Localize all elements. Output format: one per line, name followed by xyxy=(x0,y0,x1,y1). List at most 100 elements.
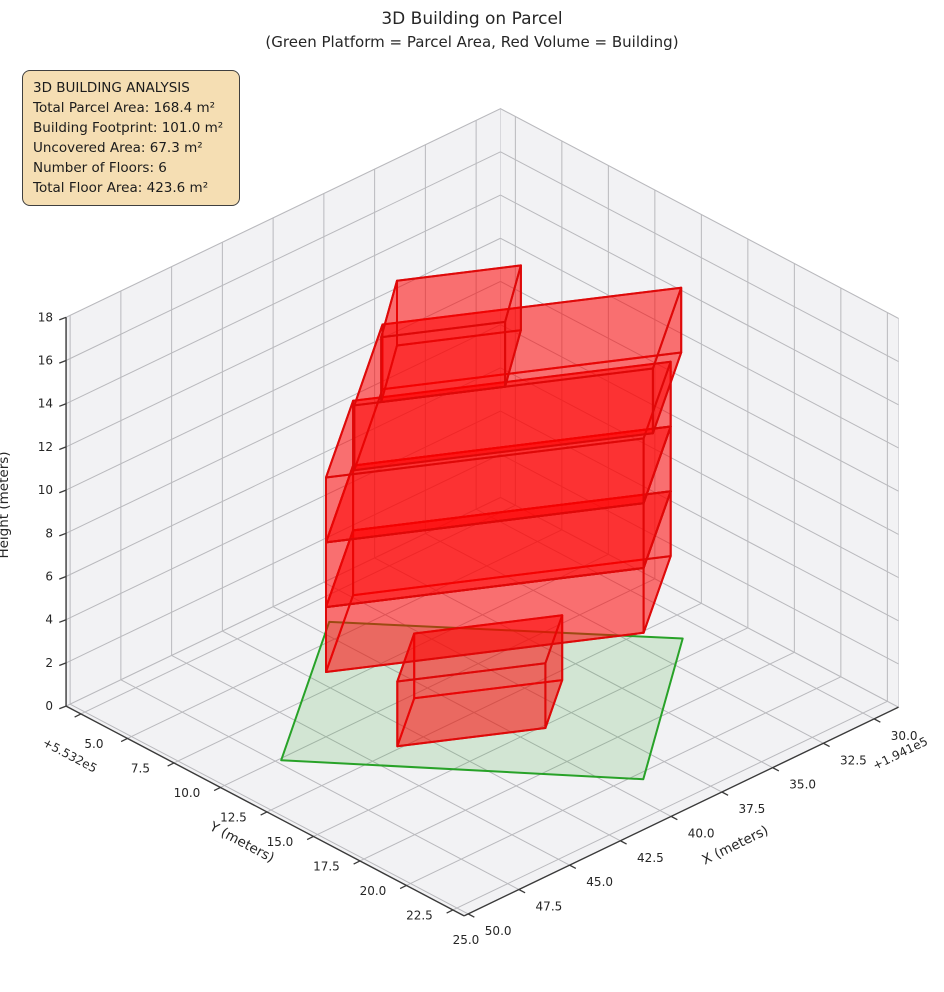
grid-line-z-left xyxy=(65,151,501,361)
x-axis-line xyxy=(463,706,899,917)
grid-line-y-floor xyxy=(266,602,702,813)
y-tick-label: 10.0 xyxy=(174,786,201,800)
y-tick-label: 22.5 xyxy=(406,908,433,922)
grid-line-y-floor xyxy=(173,553,609,764)
z-tick-mark xyxy=(59,705,67,710)
grid-line-x-floor xyxy=(425,533,824,744)
parcel-polygon xyxy=(280,620,684,781)
z-tick-mark xyxy=(59,446,67,451)
grid-line-y-floor xyxy=(359,651,795,862)
grid-line-x-floor xyxy=(272,606,672,817)
z-tick-mark xyxy=(59,359,67,364)
grid-line-z-left xyxy=(65,237,501,448)
z-tick-label: 16 xyxy=(38,354,53,368)
y-tick-mark xyxy=(446,909,454,914)
grid-line-y-floor xyxy=(406,676,842,886)
grid-line-y-floor xyxy=(452,700,888,911)
x-tick-mark xyxy=(721,791,729,796)
z-tick-label: 0 xyxy=(45,699,53,713)
grid-line-z-right xyxy=(500,237,899,449)
grid-line-y-floor xyxy=(220,578,656,788)
x-tick-label: 40.0 xyxy=(688,826,715,840)
y-tick-label: 5.0 xyxy=(84,737,103,751)
grid-line-x-floor xyxy=(171,654,570,866)
building-face-floor-4-side xyxy=(325,437,645,544)
y-tick-mark xyxy=(260,811,268,816)
x-tick-label: 50.0 xyxy=(485,924,512,938)
grid-line-x-floor xyxy=(323,581,723,793)
x-tick-mark xyxy=(620,840,627,845)
z-tick-label: 10 xyxy=(38,483,53,497)
y-tick-mark xyxy=(399,884,407,890)
x-tick-label: 47.5 xyxy=(536,900,563,914)
z-tick-mark xyxy=(59,575,67,580)
x-tick-label: 45.0 xyxy=(586,875,613,889)
z-tick-mark xyxy=(59,619,67,623)
x-tick-label: 37.5 xyxy=(739,802,766,816)
grid-line-y-floor xyxy=(127,529,563,739)
grid-line-z-left xyxy=(65,194,501,405)
x-tick-mark xyxy=(467,913,475,918)
x-tick-label: 30.0 xyxy=(891,729,918,743)
infobox-title: 3D BUILDING ANALYSIS xyxy=(33,80,190,96)
grid-line-z-right xyxy=(500,367,899,579)
plot-subtitle: (Green Platform = Parcel Area, Red Volum… xyxy=(265,33,679,51)
infobox-line-floor-area: Total Floor Area: 423.6 m² xyxy=(33,180,209,196)
z-tick-mark xyxy=(59,532,67,537)
grid-line-z-right xyxy=(500,108,899,319)
grid-line-z-left xyxy=(65,367,501,577)
z-tick-label: 6 xyxy=(45,570,53,584)
z-tick-mark xyxy=(59,489,67,494)
infobox-line-parcel-area: Total Parcel Area: 168.4 m² xyxy=(33,100,216,116)
y-tick-mark xyxy=(74,713,82,718)
z-tick-label: 12 xyxy=(38,440,53,454)
y-tick-mark xyxy=(306,835,314,841)
y-tick-label: 17.5 xyxy=(313,859,340,873)
x-tick-mark xyxy=(823,742,830,748)
y-tick-label: 25.0 xyxy=(453,933,480,947)
z-tick-label: 2 xyxy=(45,656,53,670)
grid-line-x-floor xyxy=(222,630,621,842)
z-tick-label: 8 xyxy=(45,526,53,540)
grid-line-z-right xyxy=(500,194,899,406)
x-tick-label: 35.0 xyxy=(789,778,816,792)
z-tick-mark xyxy=(59,662,67,667)
building-analysis-box: 3D BUILDING ANALYSIS Total Parcel Area: … xyxy=(22,70,240,206)
grid-line-z-left xyxy=(65,324,501,534)
y-tick-label: 20.0 xyxy=(360,884,387,898)
grid-line-z-right xyxy=(500,453,899,665)
y-tick-label: 15.0 xyxy=(267,835,294,849)
y-tick-mark xyxy=(120,737,128,743)
z-tick-mark xyxy=(59,403,67,407)
z-tick-mark xyxy=(59,316,67,321)
grid-line-z-left xyxy=(65,497,501,707)
plot-title: 3D Building on Parcel xyxy=(381,9,563,29)
building-face-floor-5-side xyxy=(353,367,654,472)
grid-line-z-right xyxy=(500,497,899,708)
infobox-line-footprint: Building Footprint: 101.0 m² xyxy=(33,120,224,136)
x-tick-mark xyxy=(772,767,780,772)
y-tick-label: 12.5 xyxy=(220,810,247,824)
z-axis-title: Height (meters) xyxy=(0,451,12,558)
x-tick-mark xyxy=(670,815,678,821)
grid-line-z-left xyxy=(65,108,501,318)
x-tick-mark xyxy=(569,864,577,870)
building-face-floor-6-side xyxy=(380,320,507,403)
grid-line-z-left xyxy=(65,410,501,621)
y-tick-mark xyxy=(167,762,175,767)
grid-line-z-right xyxy=(500,410,899,622)
x-tick-label: 42.5 xyxy=(637,851,664,865)
infobox-line-uncovered: Uncovered Area: 67.3 m² xyxy=(33,140,203,156)
building-face-floor-1-side xyxy=(396,662,547,748)
z-tick-label: 4 xyxy=(45,613,53,627)
grid-line-x-floor xyxy=(120,679,520,890)
z-tick-label: 18 xyxy=(38,310,53,324)
x-tick-label: 32.5 xyxy=(840,753,867,767)
x-tick-mark xyxy=(873,718,881,723)
grid-line-z-right xyxy=(500,324,899,535)
grid-line-z-right xyxy=(500,151,899,363)
grid-line-x-floor xyxy=(69,703,469,915)
infobox-line-floors: Number of Floors: 6 xyxy=(33,160,167,176)
